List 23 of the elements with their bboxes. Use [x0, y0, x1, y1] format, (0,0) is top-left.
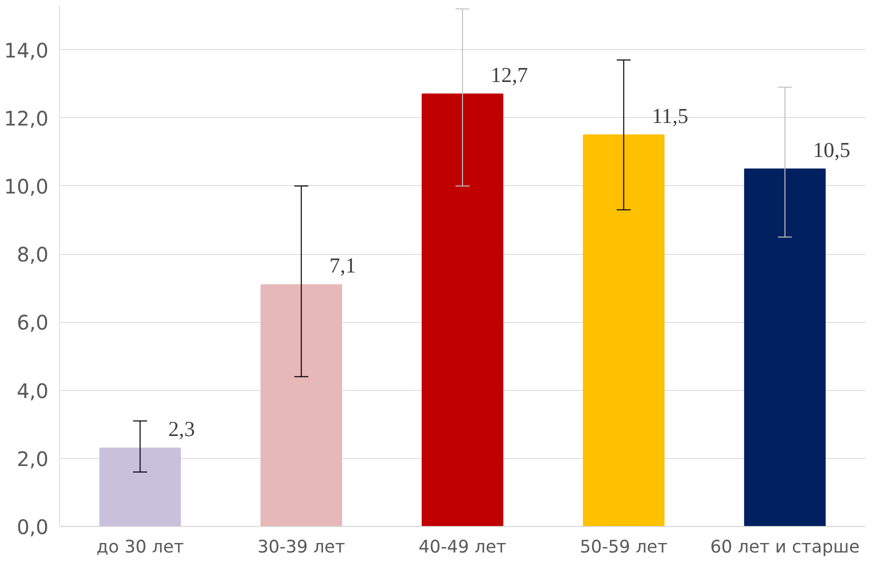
- y-tick-label: 14,0: [4, 38, 48, 62]
- bar: [260, 284, 342, 526]
- x-tick-label: 50-59 лет: [580, 538, 668, 558]
- bar: [99, 448, 181, 526]
- y-tick-label: 6,0: [16, 310, 49, 335]
- y-tick-label: 12,0: [4, 106, 48, 130]
- x-tick-label: до 30 лет: [96, 538, 184, 558]
- bar: [744, 168, 826, 526]
- data-label: 10,5: [813, 138, 850, 162]
- x-tick-label: 30-39 лет: [257, 538, 346, 558]
- y-tick-label: 4,0: [16, 378, 49, 403]
- data-label: 2,3: [168, 417, 195, 442]
- data-label: 12,7: [490, 63, 528, 88]
- y-tick-label: 10,0: [4, 174, 48, 198]
- y-tick-label: 0,0: [16, 515, 49, 539]
- data-label: 11,5: [652, 104, 688, 128]
- x-tick-label: 60 лет и старше: [710, 538, 860, 558]
- bar: [422, 94, 504, 526]
- data-label: 7,1: [329, 254, 356, 278]
- y-tick-label: 8,0: [16, 242, 49, 267]
- x-tick-label: 40-49 лет: [418, 538, 506, 558]
- y-tick-label: 2,0: [16, 446, 49, 471]
- bar: [582, 134, 664, 526]
